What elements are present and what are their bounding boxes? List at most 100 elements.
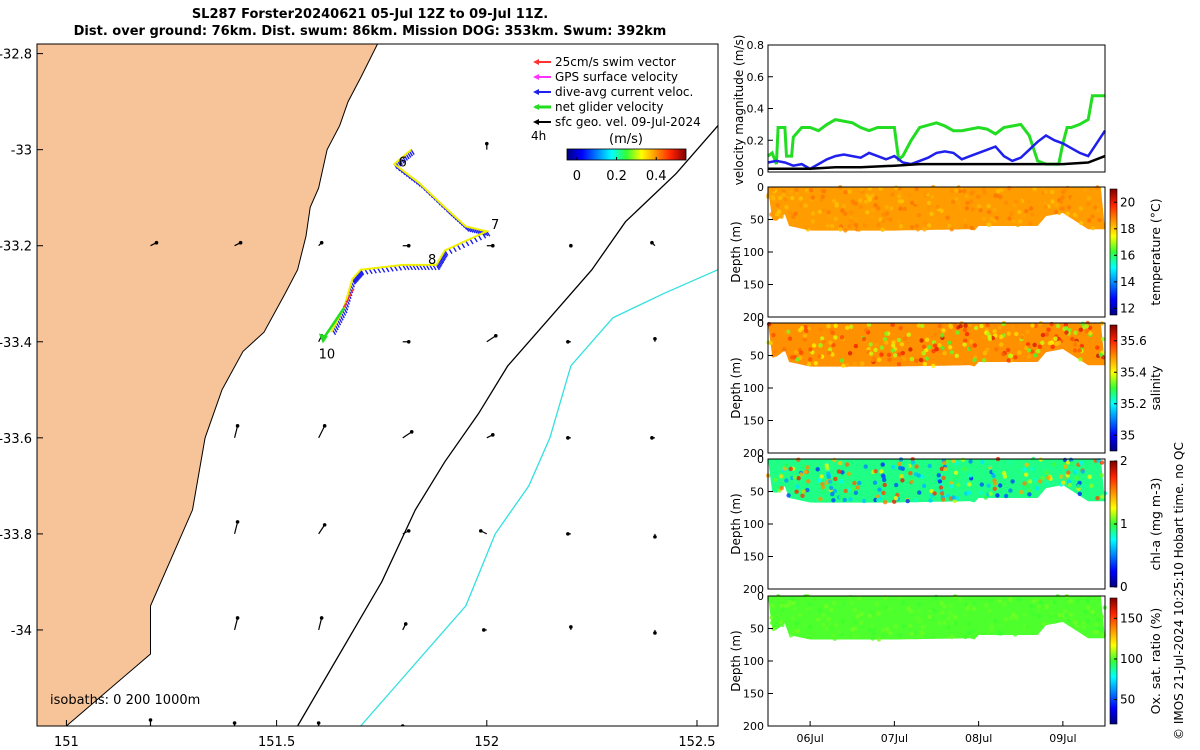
section-y-label: Depth (m) xyxy=(729,221,743,282)
sfc-geo-vector-head xyxy=(154,240,159,245)
sfc-geo-vector xyxy=(316,721,321,726)
section-sample xyxy=(810,195,815,200)
section-sample xyxy=(932,343,938,348)
section-sample xyxy=(898,465,903,471)
section-sample xyxy=(931,608,936,613)
section-sample xyxy=(954,461,959,466)
section-sample xyxy=(905,463,910,469)
section-y-tick-label: 0 xyxy=(757,317,764,330)
section-sample xyxy=(848,217,853,223)
sfc-geo-vector-shaft xyxy=(233,617,239,631)
section-sample xyxy=(848,497,853,502)
map-plot-area xyxy=(37,44,718,726)
section-sample xyxy=(1040,332,1046,338)
section-sample xyxy=(977,608,982,613)
section-sample xyxy=(812,629,817,634)
section-sample xyxy=(839,358,845,363)
section-sample xyxy=(1011,325,1016,330)
section-sample xyxy=(846,471,851,476)
section-sample xyxy=(804,225,809,230)
section-sample xyxy=(953,470,959,475)
sfc-geo-vector xyxy=(650,240,656,247)
section-sample xyxy=(1008,488,1013,493)
section-sample xyxy=(892,499,897,504)
section-sample xyxy=(999,342,1004,347)
section-sample xyxy=(1006,331,1011,336)
section-sample xyxy=(822,493,827,498)
section-sample xyxy=(853,620,858,625)
section-sample xyxy=(1032,342,1037,348)
section-sample xyxy=(799,202,804,207)
section-sample xyxy=(794,349,799,355)
section-sample xyxy=(883,605,888,610)
section-sample xyxy=(914,223,920,229)
section-sample xyxy=(852,361,858,367)
section-sample xyxy=(890,192,895,197)
section-sample xyxy=(914,358,919,363)
section-sample xyxy=(1077,331,1082,336)
section-sample xyxy=(788,189,793,195)
section-sample xyxy=(987,336,993,342)
section-sample xyxy=(860,618,865,623)
section-sample xyxy=(882,482,887,488)
section-sample xyxy=(847,351,853,356)
section-sample xyxy=(825,223,830,229)
section-y-tick-label: 200 xyxy=(743,311,764,324)
section-sample xyxy=(789,355,795,360)
map-colorbar-tick-label: 0.4 xyxy=(646,169,667,184)
section-sample xyxy=(928,498,933,503)
section-sample xyxy=(840,208,845,213)
section-sample xyxy=(810,219,816,224)
section-sample xyxy=(883,500,888,505)
section-sample xyxy=(947,345,953,350)
section-sample xyxy=(942,460,947,466)
sfc-geo-vector xyxy=(233,424,240,438)
section-sample xyxy=(948,603,953,608)
sfc-geo-vector-head xyxy=(148,718,153,722)
legend-swatch-head xyxy=(533,74,539,80)
section-sample xyxy=(856,633,861,639)
section-sample xyxy=(838,461,843,466)
section-sample xyxy=(949,634,955,640)
section-y-tick-label: 50 xyxy=(750,486,764,499)
legend-label: GPS surface velocity xyxy=(555,70,678,84)
section-sample xyxy=(850,627,855,632)
section-sample xyxy=(794,191,800,197)
time-x-tick-label: 09Jul xyxy=(1049,732,1076,745)
section-sample xyxy=(1056,597,1062,602)
section-colorbar-label: Ox. sat. ratio (%) xyxy=(1148,608,1163,715)
swim-vector xyxy=(342,302,348,308)
section-sample xyxy=(979,323,984,329)
section-sample xyxy=(986,209,992,215)
section-sample xyxy=(1094,622,1099,628)
section-sample xyxy=(1073,330,1078,335)
section-sample xyxy=(946,493,951,498)
section-colorbar-tick-label: 12 xyxy=(1120,301,1135,315)
section-sample xyxy=(799,598,804,603)
section-sample xyxy=(900,350,905,356)
map-x-tick-label: 151 xyxy=(54,735,79,750)
title-line-2: Dist. over ground: 76km. Dist. swum: 86k… xyxy=(73,24,667,39)
section-sample xyxy=(902,336,908,341)
section-sample xyxy=(878,217,883,222)
section-sample xyxy=(1046,327,1051,332)
section-sample xyxy=(788,466,793,472)
legend-swatch-head xyxy=(533,59,539,65)
map-colorbar-tick-label: 0 xyxy=(573,169,581,184)
section-colorbar-tick-label: 35.2 xyxy=(1120,397,1147,411)
section-sample xyxy=(1072,212,1078,217)
map-y-tick-label: -33.4 xyxy=(0,336,32,351)
section-sample xyxy=(1035,348,1041,354)
section-sample xyxy=(1078,206,1084,211)
section-sample xyxy=(888,630,893,636)
section-sample xyxy=(1068,598,1074,603)
section-sample xyxy=(793,211,798,216)
section-sample xyxy=(857,596,862,601)
section-sample xyxy=(833,216,838,221)
section-sample xyxy=(847,224,852,229)
section-sample xyxy=(837,602,842,607)
section-colorbar-tick-label: 14 xyxy=(1120,275,1135,289)
section-sample xyxy=(801,489,806,494)
section-sample xyxy=(1018,341,1023,346)
section-sample xyxy=(945,215,950,220)
